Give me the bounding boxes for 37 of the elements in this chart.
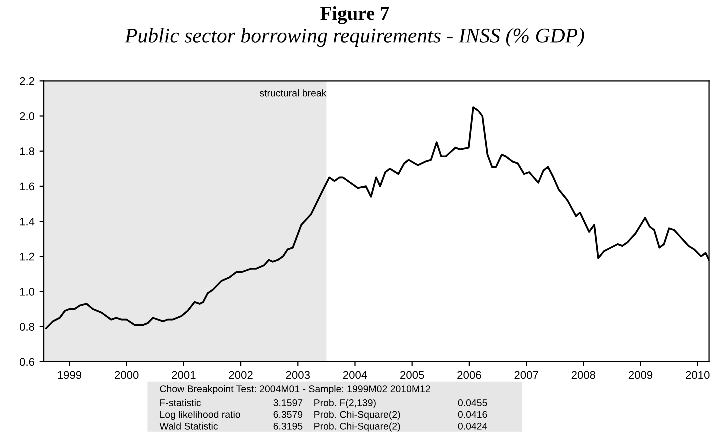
x-tick-label: 2010	[686, 371, 710, 380]
x-tick-label: 1999	[58, 371, 82, 380]
text: Prob. Chi-Square(2)	[314, 422, 400, 432]
text: 6.3579	[274, 411, 303, 418]
text: F-statistic	[160, 399, 202, 406]
text: Log likelihood ratio	[160, 411, 240, 420]
y-tick-label: 0.6	[20, 358, 35, 366]
x-tick-label: 2004	[343, 371, 368, 380]
text: 6.3195	[274, 422, 303, 430]
text: 0.0416	[458, 411, 488, 418]
x-tick-label: 2000	[115, 371, 139, 380]
text: 3.1597	[274, 400, 303, 406]
y-tick-label: 1.4	[20, 218, 35, 226]
band-label: structural break	[260, 90, 327, 97]
text: Chow Breakpoint Test: 2004M01 - Sample: 1999M02 2010M12	[160, 385, 430, 394]
y-tick-label: 1.0	[20, 288, 35, 296]
y-tick-label: 1.2	[20, 252, 34, 261]
y-tick-label: 1.8	[20, 148, 35, 156]
x-tick-label: 2009	[628, 371, 653, 380]
x-tick-label: 2003	[286, 371, 310, 380]
text: 0.0455	[458, 400, 488, 406]
x-tick-label: 2005	[400, 371, 424, 380]
text: Wald Statistic	[160, 422, 218, 430]
chart-title: Figure 7	[320, 6, 390, 24]
x-tick-label: 2008	[572, 371, 596, 380]
y-tick-label: 1.6	[20, 182, 35, 191]
chart-subtitle: Public sector borrowing requirements - INSS (% GDP)	[124, 28, 584, 48]
text: Prob. Chi-Square(2)	[314, 411, 400, 420]
x-tick-label: 2007	[514, 371, 538, 380]
y-tick-label: 2.0	[20, 112, 35, 120]
y-tick-label: 2.2	[20, 77, 34, 86]
text: 0.0424	[458, 422, 488, 430]
x-tick-label: 2002	[229, 371, 253, 380]
x-tick-label: 2006	[458, 371, 482, 380]
x-tick-label: 2001	[172, 371, 196, 380]
text: Prob. F(2,139)	[314, 399, 376, 408]
y-tick-label: 0.8	[20, 323, 35, 331]
